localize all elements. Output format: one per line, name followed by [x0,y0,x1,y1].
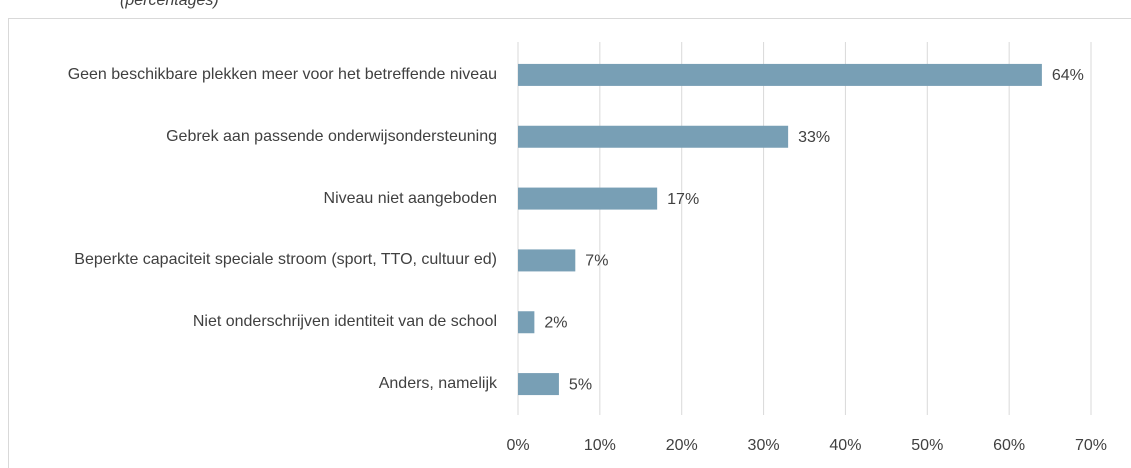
bar [518,311,535,334]
chart-frame [8,18,1131,468]
category-label: Gebrek aan passende onderwijsondersteuni… [166,127,497,145]
category-label: Geen beschikbare plekken meer voor het b… [67,65,497,83]
x-tick-label: 20% [666,437,698,454]
value-label: 64% [1052,67,1084,84]
x-tick-label: 50% [911,437,943,454]
category-label: Niveau niet aangeboden [323,189,497,207]
x-tick-label: 0% [506,437,529,454]
bar [518,125,789,148]
value-label: 7% [585,253,608,270]
value-label: 33% [798,129,830,146]
x-tick-label: 30% [748,437,780,454]
bar [518,373,559,396]
x-tick-label: 40% [829,437,861,454]
value-label: 5% [569,376,592,393]
bar [518,63,1042,86]
category-label: Beperkte capaciteit speciale stroom (spo… [74,251,497,269]
x-tick-label: 10% [584,437,616,454]
category-label: Niet onderschrijven identiteit van de sc… [192,313,497,331]
x-tick-label: 70% [1075,437,1107,454]
bar [518,249,576,272]
chart-subtitle: (percentages) [120,0,219,9]
category-label: Anders, namelijk [378,375,497,393]
x-tick-label: 60% [993,437,1025,454]
value-label: 2% [544,314,567,331]
bar [518,187,658,210]
value-label: 17% [667,191,699,208]
